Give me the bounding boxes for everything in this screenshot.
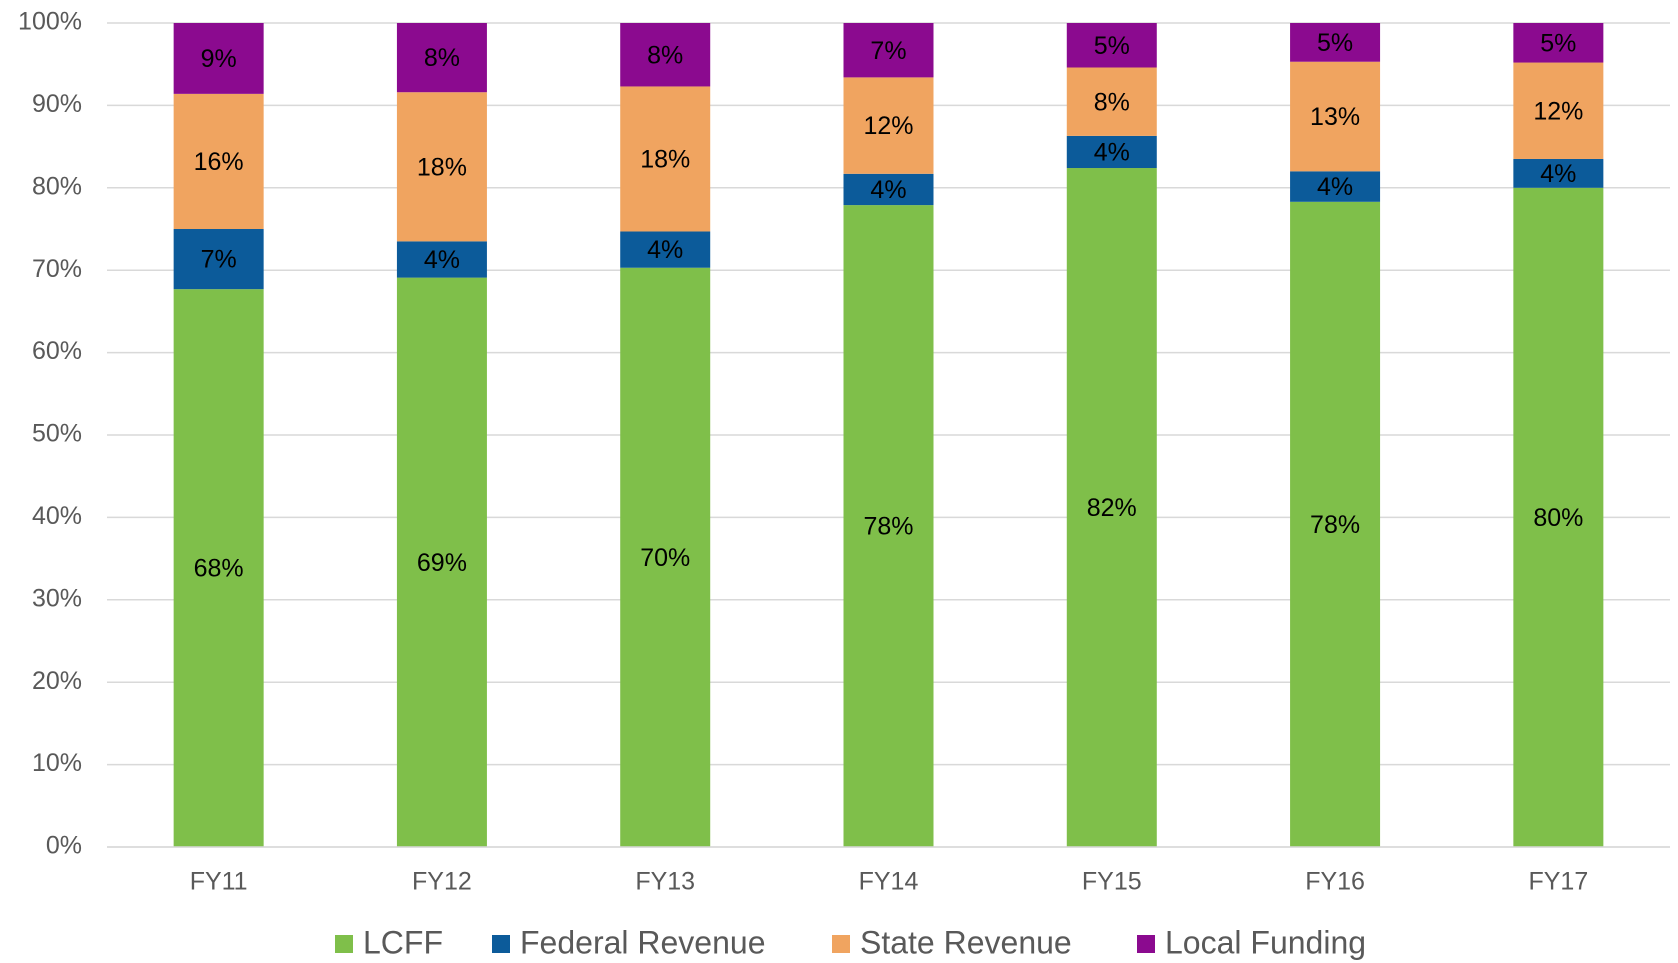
value-label: 18% bbox=[640, 146, 690, 174]
bar-segment bbox=[843, 205, 934, 847]
bar-segment bbox=[1290, 23, 1381, 62]
value-label: 70% bbox=[640, 544, 690, 572]
bar-segment bbox=[1290, 61, 1381, 172]
bar-segment bbox=[1066, 23, 1157, 68]
x-tick-label: FY15 bbox=[1082, 868, 1142, 896]
y-tick-label: 50% bbox=[32, 420, 82, 448]
value-label: 4% bbox=[647, 236, 683, 264]
value-label: 4% bbox=[424, 246, 460, 274]
legend-swatch bbox=[1137, 935, 1155, 953]
legend-label: LCFF bbox=[363, 924, 443, 960]
bar-segment bbox=[396, 241, 487, 278]
bar-segment bbox=[396, 92, 487, 242]
value-label: 9% bbox=[201, 45, 237, 73]
y-tick-label: 80% bbox=[32, 172, 82, 200]
value-label: 5% bbox=[1317, 29, 1353, 57]
value-label: 4% bbox=[1540, 160, 1576, 188]
bar-segment bbox=[1513, 23, 1604, 63]
value-label: 7% bbox=[870, 37, 906, 65]
value-label: 4% bbox=[1094, 139, 1130, 167]
bar-segment bbox=[1066, 168, 1157, 848]
bar-segment bbox=[620, 267, 711, 847]
bar-segment bbox=[1513, 62, 1604, 159]
value-label: 8% bbox=[1094, 88, 1130, 116]
y-tick-label: 70% bbox=[32, 255, 82, 283]
value-label: 5% bbox=[1094, 32, 1130, 60]
value-label: 12% bbox=[1533, 97, 1583, 125]
value-label: 68% bbox=[194, 555, 244, 583]
y-tick-label: 100% bbox=[18, 8, 82, 36]
y-tick-label: 40% bbox=[32, 502, 82, 530]
value-label: 78% bbox=[863, 513, 913, 541]
bar-segment bbox=[173, 23, 264, 94]
value-label: 82% bbox=[1087, 494, 1137, 522]
y-tick-label: 10% bbox=[32, 749, 82, 777]
bar-segment bbox=[620, 23, 711, 87]
x-tick-label: FY17 bbox=[1528, 868, 1588, 896]
y-tick-label: 60% bbox=[32, 337, 82, 365]
value-label: 16% bbox=[194, 148, 244, 176]
bar-segment bbox=[1066, 135, 1157, 169]
legend-swatch bbox=[832, 935, 850, 953]
legend-label: Federal Revenue bbox=[520, 924, 765, 960]
x-tick-label: FY12 bbox=[412, 868, 472, 896]
bar-segment bbox=[843, 173, 934, 206]
legend-label: Local Funding bbox=[1165, 924, 1366, 960]
legend-swatch bbox=[335, 935, 353, 953]
value-label: 5% bbox=[1540, 29, 1576, 57]
value-label: 80% bbox=[1533, 504, 1583, 532]
value-label: 78% bbox=[1310, 511, 1360, 539]
value-label: 13% bbox=[1310, 103, 1360, 131]
bar-segment bbox=[173, 93, 264, 229]
y-tick-label: 30% bbox=[32, 584, 82, 612]
bar-segment bbox=[1513, 158, 1604, 188]
x-tick-label: FY13 bbox=[635, 868, 695, 896]
value-label: 8% bbox=[647, 41, 683, 69]
bar-segment bbox=[396, 23, 487, 93]
bar-segment bbox=[843, 77, 934, 174]
bar-segment bbox=[1290, 201, 1381, 848]
x-tick-label: FY16 bbox=[1305, 868, 1365, 896]
bar-segment bbox=[173, 229, 264, 290]
bar-segment bbox=[620, 231, 711, 268]
bar-segment bbox=[1066, 67, 1157, 136]
bar-segment bbox=[1290, 171, 1381, 202]
value-label: 69% bbox=[417, 549, 467, 577]
x-tick-label: FY11 bbox=[190, 868, 248, 896]
legend-swatch bbox=[492, 935, 510, 953]
value-label: 7% bbox=[201, 246, 237, 274]
bar-segment bbox=[173, 289, 264, 848]
value-label: 4% bbox=[870, 176, 906, 204]
value-label: 4% bbox=[1317, 173, 1353, 201]
bar-segment bbox=[620, 86, 711, 232]
x-tick-label: FY14 bbox=[859, 868, 919, 896]
y-tick-label: 90% bbox=[32, 90, 82, 118]
bar-segment bbox=[1513, 187, 1604, 848]
legend-label: State Revenue bbox=[860, 924, 1072, 960]
value-label: 18% bbox=[417, 153, 467, 181]
y-tick-label: 0% bbox=[46, 832, 82, 860]
bar-segment bbox=[396, 277, 487, 848]
bar-segment bbox=[843, 23, 934, 78]
y-tick-label: 20% bbox=[32, 667, 82, 695]
value-label: 12% bbox=[863, 112, 913, 140]
value-label: 8% bbox=[424, 44, 460, 72]
